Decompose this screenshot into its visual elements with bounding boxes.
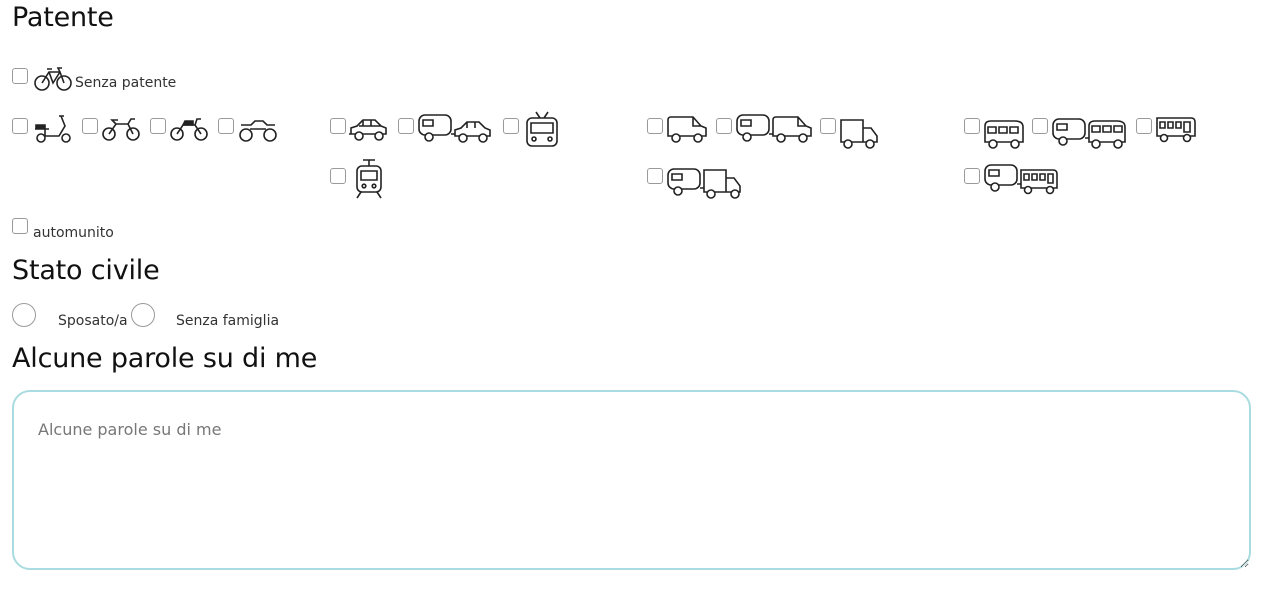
trolleybus-icon [524,110,560,150]
truck-icon [839,116,879,150]
minibus-trailer-icon [1051,116,1129,150]
car-trailer-icon [417,112,495,144]
married-label: Sposato/a [58,313,128,329]
license-car-checkbox[interactable] [330,118,346,134]
license-van-checkbox[interactable] [647,118,663,134]
van-trailer-icon [735,112,813,144]
license-dirtbike-checkbox[interactable] [82,118,98,134]
tram-icon [353,158,385,200]
license-minibus-trailer-checkbox[interactable] [1032,118,1048,134]
license-title: Patente [12,4,114,31]
about-textarea[interactable] [12,390,1251,570]
motorized-label: automunito [33,225,114,241]
minibus-icon [983,118,1025,150]
license-minibus-checkbox[interactable] [964,118,980,134]
license-trolleybus-checkbox[interactable] [503,118,519,134]
single-radio[interactable] [131,303,155,327]
dirtbike-icon [101,116,141,142]
quad-icon [238,115,278,143]
license-quad-checkbox[interactable] [218,118,234,134]
license-motorcycle-checkbox[interactable] [150,118,166,134]
motorcycle-icon [169,115,209,143]
bicycle-icon [33,66,73,92]
single-label: Senza famiglia [176,313,279,329]
civil-status-title: Stato civile [12,257,160,284]
bus-icon [1155,114,1197,144]
car-icon [349,116,389,142]
license-tram-checkbox[interactable] [330,168,346,184]
van-icon [666,114,708,144]
license-none-label: Senza patente [75,75,176,91]
license-van-trailer-checkbox[interactable] [716,118,732,134]
about-title: Alcune parole su di me [12,345,317,372]
license-car-trailer-checkbox[interactable] [398,118,414,134]
bus-trailer-icon [983,162,1061,196]
motorized-checkbox[interactable] [12,218,28,234]
married-radio[interactable] [12,303,36,327]
license-bus-trailer-checkbox[interactable] [964,168,980,184]
license-truck-checkbox[interactable] [820,118,836,134]
truck-trailer-icon [666,164,744,200]
license-none-checkbox[interactable] [12,68,28,84]
license-scooter-checkbox[interactable] [12,118,28,134]
license-truck-trailer-checkbox[interactable] [647,168,663,184]
scooter-icon [33,114,73,144]
license-bus-checkbox[interactable] [1136,118,1152,134]
